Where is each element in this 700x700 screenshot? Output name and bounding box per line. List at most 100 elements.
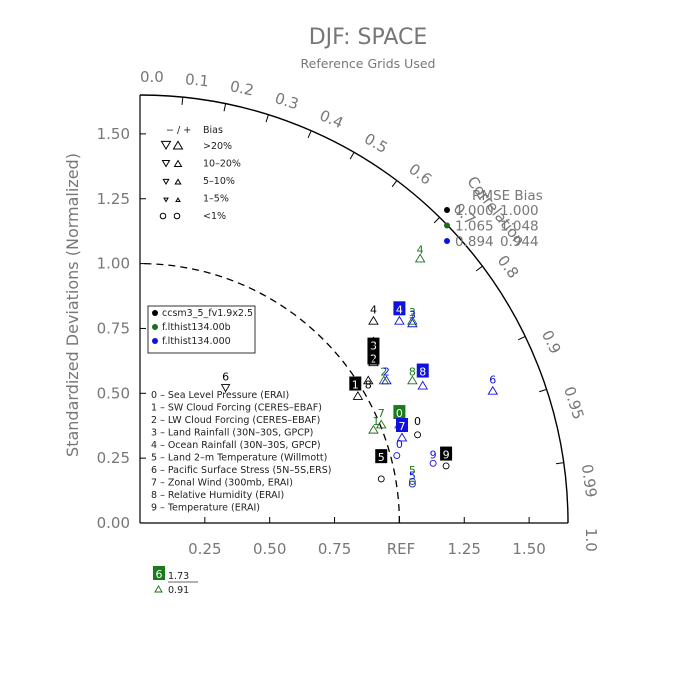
variable-list-item: 0 – Sea Level Pressure (ERAI) (151, 390, 289, 401)
point-label-box (375, 449, 388, 464)
point-label: 5 (378, 451, 385, 464)
point-label-box (395, 418, 408, 433)
point-label: 2 (383, 366, 390, 379)
point-label-box (393, 301, 406, 316)
circle-icon (173, 212, 181, 220)
rmse-series-dot (444, 222, 450, 229)
correlation-tick-label: 0.99 (578, 463, 601, 499)
offscale-marker-icon (154, 585, 163, 593)
data-marker-tri-down (220, 384, 231, 393)
circle-icon (159, 212, 167, 220)
correlation-tick (349, 152, 355, 160)
chart-title: DJF: SPACE (309, 25, 428, 50)
series-legend-dot (152, 338, 158, 344)
series-legend-label: ccsm3_5_fv1.9x2.5 (162, 308, 253, 319)
offscale-label-box (153, 566, 165, 580)
point-label: 0 (396, 438, 403, 451)
point-label: 2 (370, 353, 377, 366)
correlation-tick-label: 0.2 (228, 77, 255, 99)
point-label: 9 (443, 449, 450, 462)
point-label-box (349, 376, 362, 391)
variable-list-item: 4 – Ocean Rainfall (30N–30S, GPCP) (151, 440, 321, 451)
bias-value: 1.048 (500, 219, 539, 235)
correlation-tick-label: 0.8 (494, 252, 523, 282)
x-tick-label: 0.25 (188, 540, 221, 558)
point-label: 4 (370, 303, 377, 316)
data-marker-circle (408, 480, 416, 488)
tri-down-icon (163, 197, 169, 203)
data-marker-tri-up (362, 375, 374, 385)
tri-down-icon (162, 178, 170, 185)
correlation-tick-label: 0.6 (405, 160, 435, 189)
correlation-tick (181, 97, 184, 105)
bias-legend-label: 10–20% (203, 159, 241, 170)
correlation-tick (307, 130, 312, 139)
bias-legend-label: >20% (203, 141, 232, 152)
y-tick-label: 0.25 (97, 449, 130, 467)
reference-arc (139, 262, 401, 524)
rmse-value: 0.894 (455, 234, 494, 250)
y-tick-label: 1.00 (97, 255, 130, 273)
variable-list-item: 2 – LW Cloud Forcing (CERES–EBAF) (151, 415, 320, 426)
data-marker-tri-up (368, 315, 379, 325)
rmse-series-dot (444, 207, 450, 213)
y-tick-label: 1.25 (97, 190, 130, 208)
series-legend-label: f.lthist134.000 (162, 336, 231, 347)
point-label: 5 (409, 469, 416, 482)
series-legend-dot (152, 324, 158, 330)
point-label: 0 (414, 415, 421, 428)
point-label: 8 (409, 366, 416, 379)
data-marker-tri-up (352, 391, 364, 400)
variable-list-item: 5 – Land 2–m Temperature (Willmott) (151, 453, 327, 464)
correlation-tick-label: 0.0 (140, 68, 164, 86)
y-tick-label: 1.50 (97, 125, 130, 143)
correlation-tick (391, 180, 398, 188)
data-marker-circle (414, 431, 422, 439)
point-label: 9 (430, 449, 437, 462)
tri-up-icon (174, 178, 182, 185)
data-marker-tri-up (368, 357, 379, 367)
data-marker-tri-up (407, 375, 418, 385)
bias-legend-label: 5–10% (203, 176, 235, 187)
point-label-box (440, 446, 453, 461)
point-label-box (416, 363, 429, 378)
point-label: 8 (365, 379, 372, 392)
variable-list-item: 1 – SW Cloud Forcing (CERES–EBAF) (151, 403, 322, 414)
correlation-tick-label: 1.0 (582, 528, 600, 552)
correlation-tick-label: 0.1 (184, 70, 210, 90)
data-marker-tri-up (417, 380, 429, 390)
point-label: 6 (222, 371, 229, 384)
plot-area: 0.25 0.50 0.75 1.25 1.500.000.250.500.751.00… (97, 68, 601, 596)
variable-list-item: 3 – Land Rainfall (30N–30S, GPCP) (151, 428, 313, 439)
correlation-tick (555, 462, 564, 465)
correlation-tick-label: 0.9 (538, 327, 565, 356)
point-label: 1 (373, 415, 380, 428)
rmse-value: 1.065 (455, 219, 494, 235)
variable-list-item: 9 – Temperature (ERAI) (151, 503, 260, 514)
correlation-tick (539, 388, 547, 393)
rmse-series-dot (444, 238, 450, 244)
data-marker-tri-up (381, 375, 392, 385)
bias-legend-sign-header: − / + (166, 125, 191, 136)
data-marker-tri-up (368, 424, 379, 434)
data-marker-circle (429, 459, 437, 467)
correlation-tick (223, 103, 227, 112)
correlation-tick (517, 335, 526, 341)
tri-up-icon (173, 159, 183, 167)
data-marker-tri-up (414, 253, 426, 263)
outer-arc (139, 94, 569, 524)
data-marker-circle (393, 452, 401, 460)
correlation-tick-label: 0.5 (361, 129, 391, 157)
point-label: 1 (352, 379, 359, 392)
data-marker-tri-up (396, 432, 408, 442)
rmse-value: 1.000 (455, 203, 494, 219)
variable-list-item: 8 – Relative Humidity (ERAI) (151, 490, 284, 501)
point-label: 4 (417, 244, 424, 257)
x-tick-label: 1.50 (512, 540, 545, 558)
ref-label: REF (387, 540, 416, 558)
point-label: 2 (380, 366, 387, 379)
correlation-tick-label: 0.4 (317, 106, 346, 132)
offscale-corr: 0.91 (168, 585, 189, 596)
variable-list-item: 7 – Zonal Wind (300mb, ERAI) (151, 478, 293, 489)
data-marker-tri-up (407, 318, 418, 328)
